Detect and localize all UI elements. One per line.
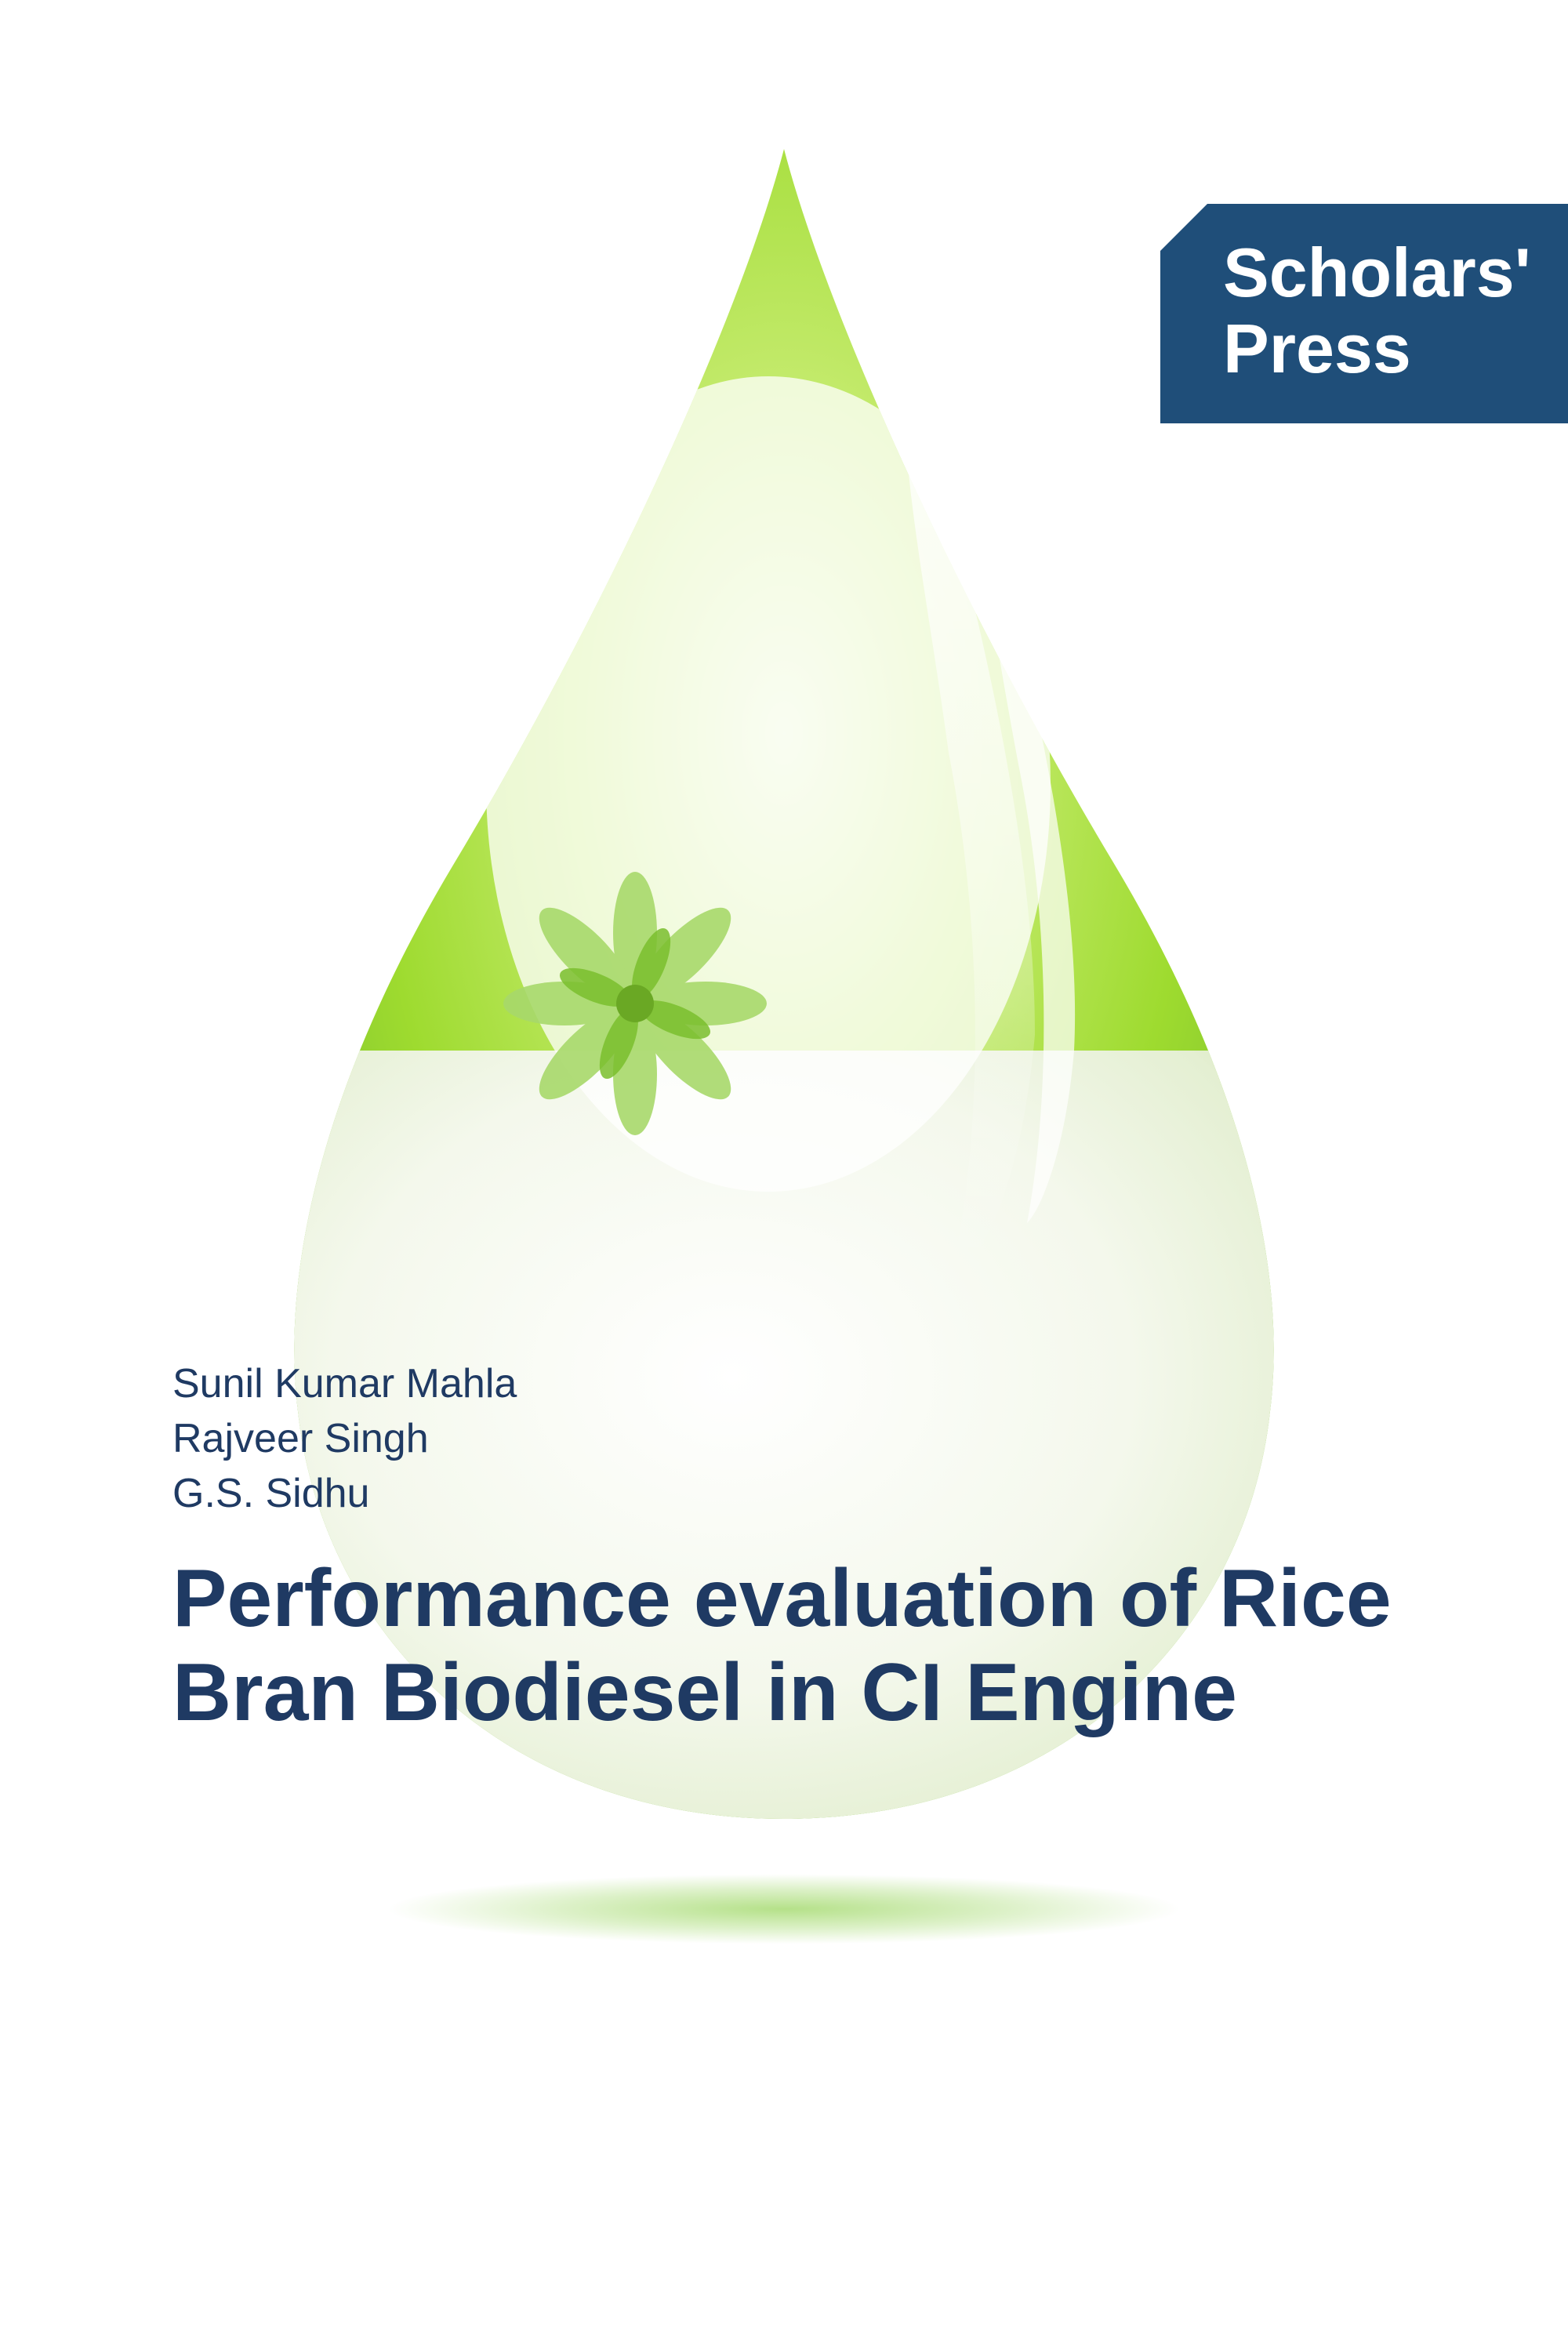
droplet-shadow <box>384 1874 1184 1944</box>
flower-icon <box>503 872 767 1135</box>
author-1: Sunil Kumar Mahla <box>172 1356 517 1411</box>
author-3: G.S. Sidhu <box>172 1466 517 1521</box>
publisher-badge: Scholars' Press <box>1160 204 1568 423</box>
authors-block: Sunil Kumar Mahla Rajveer Singh G.S. Sid… <box>172 1356 517 1522</box>
publisher-line1: Scholars' <box>1223 235 1529 311</box>
book-title: Performance evaluation of Rice Bran Biod… <box>172 1552 1396 1740</box>
author-2: Rajveer Singh <box>172 1411 517 1466</box>
publisher-line2: Press <box>1223 311 1529 387</box>
